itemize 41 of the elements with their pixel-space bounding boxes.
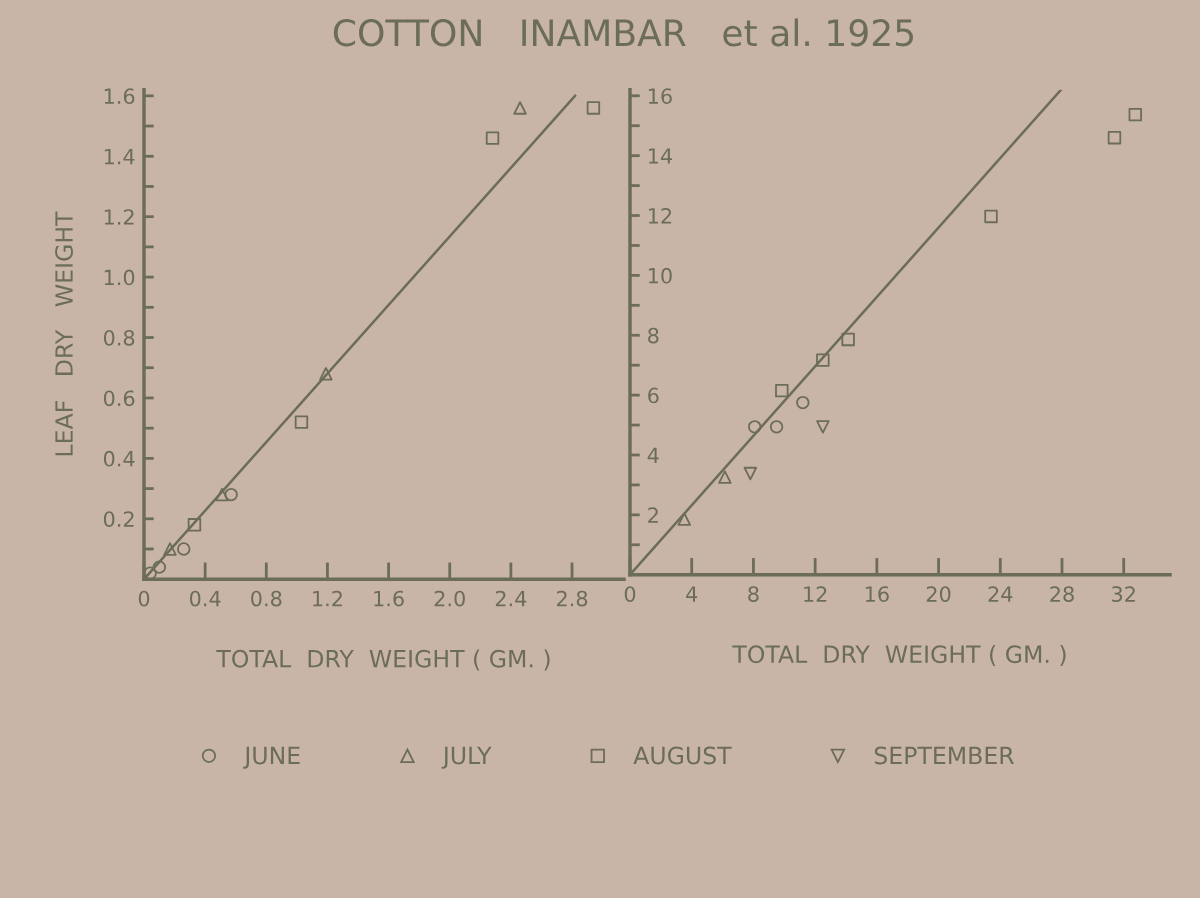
x-tick-label: 32	[1112, 586, 1135, 602]
chart-title: COTTON INAMBAR et al. 1925	[333, 18, 914, 47]
y-tick-label: 0.8	[103, 329, 135, 346]
x-axis-title: TOTAL DRY WEIGHT ( GM. )	[216, 649, 550, 671]
y-tick-label: 0.4	[103, 450, 135, 467]
y-tick-label: 6	[648, 387, 659, 404]
y-tick-label: 1.2	[104, 209, 134, 225]
x-tick-label: 12	[804, 586, 827, 602]
y-tick-label: 8	[648, 327, 659, 344]
x-tick-label: 24	[988, 586, 1013, 602]
y-tick-label: 14	[648, 148, 673, 164]
y-tick-label: 4	[647, 447, 659, 463]
y-tick-label: 10	[648, 267, 672, 284]
legend-label: JUNE	[243, 746, 300, 769]
y-tick-label: 12	[648, 207, 672, 224]
x-tick-label: 1.6	[374, 590, 404, 607]
y-tick-label: 0.2	[103, 511, 134, 527]
x-tick-label: 0	[138, 590, 150, 607]
x-tick-label: 0.8	[251, 590, 282, 607]
x-tick-label: 2.8	[556, 590, 588, 607]
x-tick-label: 8	[748, 586, 759, 602]
y-axis-title: LEAF DRY WEIGHT	[55, 211, 73, 456]
legend-label: AUGUST	[633, 746, 732, 765]
y-tick-label: 16	[648, 88, 672, 104]
y-tick-label: 1.4	[104, 148, 135, 165]
x-tick-label: 28	[1050, 586, 1074, 602]
x-tick-label: 4	[686, 586, 698, 602]
x-tick-label: 2.0	[434, 590, 465, 607]
x-tick-label: 16	[865, 586, 889, 602]
x-tick-label: 0.4	[189, 590, 221, 607]
y-tick-label: 0.6	[103, 390, 135, 407]
x-tick-label: 1.2	[313, 590, 342, 607]
x-tick-label: 2.4	[495, 590, 527, 607]
x-tick-label: 0	[624, 586, 636, 602]
y-tick-label: 2	[648, 507, 658, 523]
y-tick-label: 1.6	[104, 88, 135, 105]
x-tick-label: 20	[926, 586, 951, 602]
legend-label: SEPTEMBER	[874, 746, 1014, 765]
x-axis-title: TOTAL DRY WEIGHT ( GM. )	[732, 644, 1066, 666]
legend-label: JULY	[441, 746, 492, 769]
y-tick-label: 1.0	[104, 269, 135, 286]
